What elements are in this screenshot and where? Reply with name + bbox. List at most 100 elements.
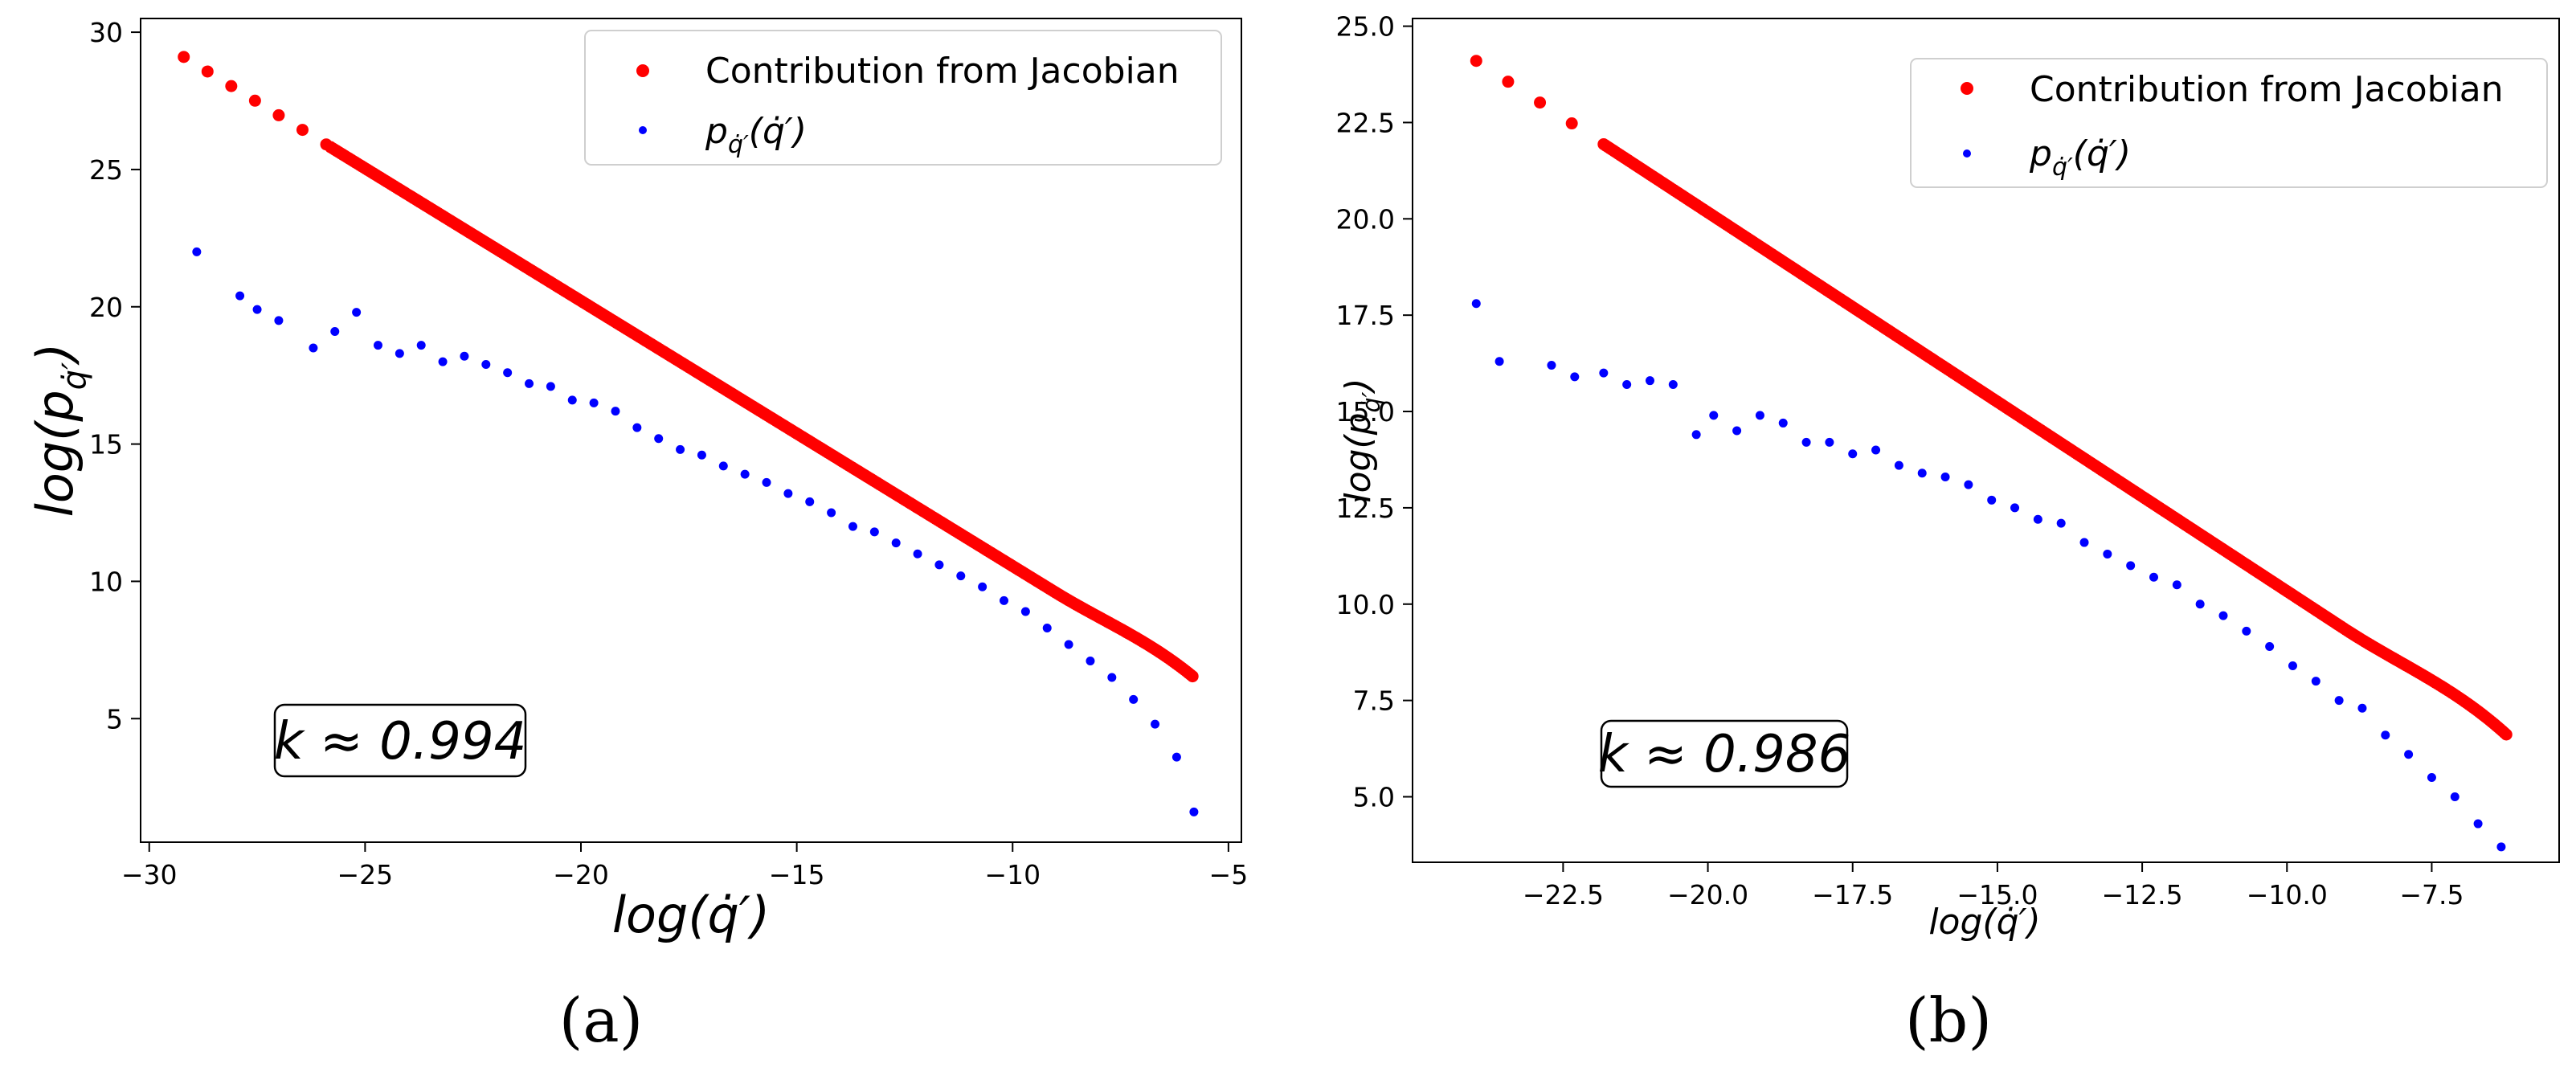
density-point xyxy=(1622,379,1632,389)
y-axis-label-close: ) xyxy=(1338,378,1379,394)
plot-frame xyxy=(140,18,1242,843)
x-axis: −22.5 −20.0 −17.5 −15.0 −12.5 −10.0 −7.5 xyxy=(1523,862,2464,910)
density-point xyxy=(252,305,262,314)
legend-label-jacobian: Contribution from Jacobian xyxy=(2030,69,2504,110)
y-axis-label-sub: q̇′ xyxy=(56,362,93,390)
k-annotation: k ≈ 0.986 xyxy=(1598,719,1851,788)
density-point xyxy=(416,341,426,350)
density-point xyxy=(654,434,664,444)
density-point xyxy=(1042,624,1052,632)
density-point xyxy=(192,247,202,256)
plot-frame xyxy=(1412,18,2560,863)
density-point xyxy=(1709,411,1719,420)
density-point xyxy=(2265,642,2275,652)
y-tick-label: 15.0 xyxy=(1336,396,1395,428)
density-point xyxy=(2242,626,2251,636)
density-point xyxy=(1825,437,1834,447)
density-point xyxy=(783,489,793,498)
density-point xyxy=(827,508,836,518)
x-tick-label: −30 xyxy=(121,859,178,890)
y-tick-label: 12.5 xyxy=(1336,493,1395,524)
jacobian-point xyxy=(1502,76,1515,88)
density-point xyxy=(2427,773,2436,783)
density-point xyxy=(1917,469,1927,478)
legend-box xyxy=(1910,58,2548,188)
panel-b: −22.5 −20.0 −17.5 −15.0 −12.5 −10.0 −7.5 5.0 7.… xyxy=(1336,11,2560,1056)
density-point xyxy=(2103,549,2112,559)
jacobian-point xyxy=(2500,728,2513,741)
y-axis-label-main: log(p xyxy=(1338,412,1379,502)
panel-caption: (b) xyxy=(1905,984,1992,1056)
density-point xyxy=(913,549,922,559)
x-tick-label: −10.0 xyxy=(2247,879,2328,910)
legend-label-jacobian: Contribution from Jacobian xyxy=(705,51,1180,92)
y-axis-label: log(pq̇′) xyxy=(1338,378,1386,502)
panel-a: −30 −25 −20 −15 −10 −5 5 10 15 20 25 30 Contributi… xyxy=(26,17,1248,1056)
k-annotation-text: k ≈ 0.986 xyxy=(1598,725,1851,784)
density-point xyxy=(2334,696,2344,706)
density-point xyxy=(330,327,340,336)
density-point xyxy=(2149,572,2159,582)
jacobian-point xyxy=(272,108,285,121)
jacobian-point xyxy=(296,124,309,137)
density-point xyxy=(589,398,599,407)
jacobian-point xyxy=(1186,670,1199,683)
y-tick-label: 25 xyxy=(89,154,123,186)
x-tick-label: −20.0 xyxy=(1667,879,1748,910)
legend-density-p: p xyxy=(705,111,728,152)
x-axis: −30 −25 −20 −15 −10 −5 xyxy=(121,842,1248,890)
density-point xyxy=(740,469,750,479)
density-point xyxy=(1171,752,1181,762)
x-tick-label: −5 xyxy=(1209,859,1249,890)
density-point xyxy=(2381,730,2390,740)
density-point xyxy=(1645,376,1654,386)
density-point xyxy=(1494,357,1504,366)
legend-label-density: pq̇′(q̇′) xyxy=(705,111,807,159)
density-point xyxy=(2450,792,2459,801)
density-point xyxy=(481,360,491,369)
jacobian-point xyxy=(1534,96,1547,109)
density-point xyxy=(632,423,642,432)
density-point xyxy=(525,379,534,388)
density-point xyxy=(438,357,448,366)
density-point xyxy=(2311,677,2320,686)
density-point xyxy=(1778,418,1788,428)
density-point xyxy=(1000,595,1009,605)
density-point xyxy=(1151,719,1160,729)
density-point xyxy=(869,527,879,537)
density-point xyxy=(274,316,284,325)
density-point xyxy=(567,395,577,405)
density-point xyxy=(1547,361,1556,370)
legend-density-p: p xyxy=(2029,133,2052,174)
density-point xyxy=(978,582,987,591)
y-axis-label: log(pq̇′) xyxy=(26,343,93,518)
panel-caption: (a) xyxy=(559,984,644,1056)
k-annotation-box xyxy=(1600,719,1849,788)
density-point xyxy=(2496,842,2506,852)
k-annotation-text: k ≈ 0.994 xyxy=(274,712,527,771)
x-tick-label: −15 xyxy=(769,859,825,890)
density-series xyxy=(192,247,1199,816)
x-tick-label: −17.5 xyxy=(1812,879,1893,910)
y-tick-label: 7.5 xyxy=(1353,685,1395,717)
density-point xyxy=(2473,819,2483,829)
density-point xyxy=(1129,694,1139,704)
legend-density-sub: q̇′ xyxy=(728,131,749,159)
density-point xyxy=(1755,411,1764,420)
density-point xyxy=(2079,538,2089,547)
x-tick-label: −22.5 xyxy=(1523,879,1604,910)
density-point xyxy=(934,560,944,570)
density-point xyxy=(1848,449,1858,459)
density-point xyxy=(1940,473,1950,482)
density-point xyxy=(1189,807,1199,816)
y-axis-label-close: ) xyxy=(26,343,84,366)
x-tick-label: −10 xyxy=(984,859,1041,890)
density-point xyxy=(805,497,815,506)
density-point xyxy=(1107,673,1117,682)
jacobian-series xyxy=(178,51,1199,683)
y-tick-label: 15 xyxy=(89,429,123,460)
jacobian-series xyxy=(1470,55,2513,741)
y-tick-label: 10 xyxy=(89,566,123,597)
density-point xyxy=(1570,372,1580,382)
